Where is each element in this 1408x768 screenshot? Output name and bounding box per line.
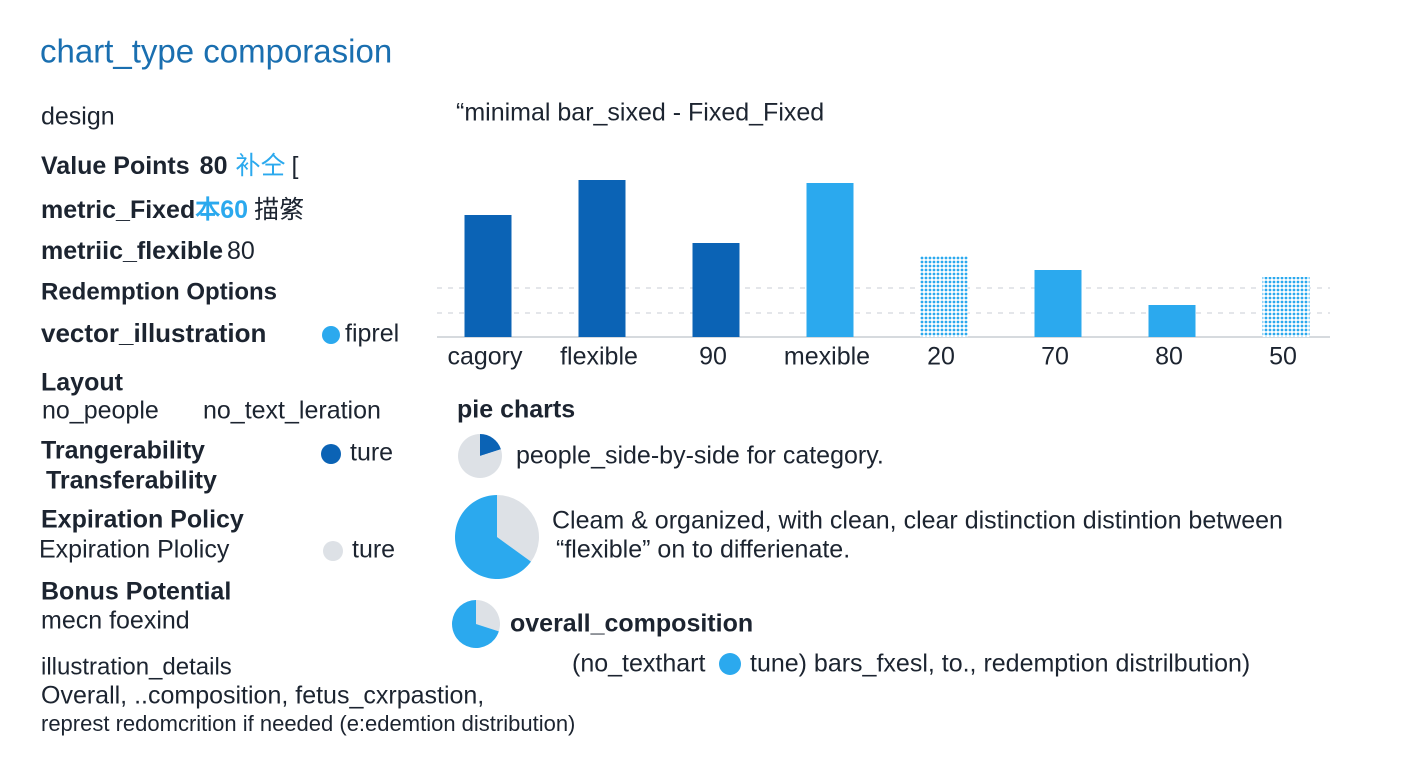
- footer-text: tune) bars_fxesl, to., redemption distri…: [750, 650, 1250, 678]
- vector-label: vector_illustration: [41, 318, 266, 348]
- value: 80: [227, 237, 255, 265]
- expiration-sub: Expiration Plolicy: [39, 536, 230, 564]
- bar: [464, 215, 512, 337]
- expiration-label: Expiration Policy: [41, 506, 244, 534]
- bullet: [321, 444, 341, 464]
- layout-left: no_people: [42, 397, 159, 425]
- x-tick-label: 90: [699, 343, 727, 371]
- bar: [1034, 270, 1082, 337]
- metric-flexible: metriic_flexible 80: [41, 237, 255, 265]
- bar: [692, 243, 740, 337]
- details-label: illustration_details: [41, 653, 232, 680]
- bullet: [322, 326, 340, 344]
- bar: [920, 256, 968, 337]
- pie-caption: people_side-by-side for category.: [516, 442, 884, 470]
- bar: [1262, 277, 1310, 337]
- bullet: [719, 653, 741, 675]
- label: metriic_flexible: [41, 237, 223, 265]
- x-tick-label: mexible: [784, 343, 870, 371]
- vector-value: fiprel: [345, 320, 399, 348]
- pie-slice: [454, 495, 531, 579]
- x-tick-label: 20: [927, 343, 955, 371]
- note: 补仝: [235, 152, 285, 180]
- transfer-label: Trangerability: [41, 437, 205, 465]
- details-line: represt redomcrition if needed (e:edemti…: [41, 711, 575, 736]
- pie-slice: [476, 600, 500, 632]
- expiration-value: ture: [352, 536, 395, 564]
- footer-text: (no_texthart: [572, 650, 705, 678]
- pie-caption: overall_composition: [510, 610, 753, 638]
- bar: [1148, 305, 1196, 337]
- design-label: design: [41, 103, 115, 131]
- pie-slice: [451, 600, 499, 648]
- x-tick-label: 50: [1269, 343, 1297, 371]
- value-points: Value Points 80 补仝[: [41, 152, 299, 180]
- value: 本60: [195, 196, 248, 224]
- bullet: [323, 541, 343, 561]
- label: metric_Fixed: [41, 196, 195, 224]
- extra: [: [292, 152, 299, 180]
- pie-slice: [480, 434, 501, 456]
- layout-label: Layout: [41, 369, 124, 397]
- value: 80: [200, 152, 228, 180]
- pie-caption: Cleam & organized, with clean, clear dis…: [552, 507, 1283, 535]
- bar-chart-title: “minimal bar_sixed - Fixed_Fixed: [456, 99, 824, 127]
- transfer-sub: Transferability: [46, 467, 217, 495]
- bonus-label: Bonus Potential: [41, 578, 231, 606]
- x-tick-label: 70: [1041, 343, 1069, 371]
- layout-right: no_text_leration: [203, 397, 381, 425]
- pie-caption: “flexible” on to differienate.: [556, 536, 850, 564]
- bar: [806, 183, 854, 337]
- transfer-value: ture: [350, 439, 393, 467]
- x-tick-label: flexible: [560, 343, 638, 371]
- extra: 描綮: [254, 196, 304, 224]
- bar: [578, 180, 626, 337]
- pie-section-title: pie charts: [457, 396, 575, 424]
- label: Value Points: [41, 152, 190, 180]
- details-line: Overall, ..composition, fetus_cxrpastion…: [41, 682, 484, 710]
- pie-slice: [458, 434, 503, 479]
- metric-fixed: metric_Fixed本60 描綮: [41, 196, 304, 224]
- x-tick-label: 80: [1155, 343, 1183, 371]
- pie-slice: [497, 495, 539, 562]
- page-title: chart_type comporasion: [40, 33, 392, 70]
- section-label: Redemption Options: [41, 278, 277, 305]
- x-tick-label: cagory: [447, 343, 523, 371]
- bonus-sub: mecn foexind: [41, 607, 190, 635]
